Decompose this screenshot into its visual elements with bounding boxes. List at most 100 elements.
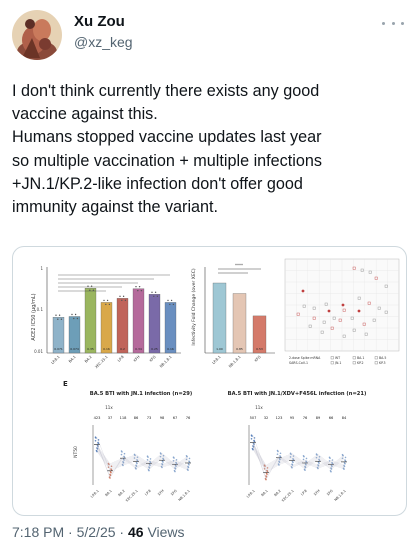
nt50-value: 89 [316, 416, 321, 420]
tweet-line: +JN.1/KP.2-like infection don't offer go… [12, 174, 303, 193]
author-handle[interactable]: @xz_keg [74, 34, 133, 50]
legend-label: WT [335, 356, 340, 360]
nt50-value: 67 [173, 416, 178, 420]
bar-value-label: 0.25 [151, 347, 158, 351]
map-point [372, 318, 376, 322]
nt50-tick-label: NB.1.8.1 [334, 489, 347, 502]
fold-value-label: 1.00 [216, 347, 223, 351]
nt50-dot [175, 459, 178, 461]
map-point [312, 306, 316, 310]
nt50-dot [266, 473, 268, 475]
nt50-tick-label: BA.2 [273, 489, 281, 497]
nt50-trace [252, 445, 345, 470]
nt50-tick-label: BA.2 [117, 489, 125, 497]
bar-dot [74, 313, 77, 316]
bar [116, 298, 129, 354]
fold-change-chart: Infectivity Fold Change (over XEC) 1.00 L… [191, 263, 275, 369]
nt50-dot [344, 462, 346, 465]
ace2-bar-chart: ACE2 IC50 (µg/mL) 1 0.1 0.01 0.071 LP.8.1… [31, 266, 181, 369]
tweet-line: so multiple vaccination + multiple infec… [12, 151, 322, 170]
map-serum-point [357, 309, 361, 313]
map-point [374, 276, 378, 280]
nt50-trace [96, 446, 189, 470]
nt50-dot [331, 459, 334, 461]
nt50-dot [149, 458, 152, 460]
bar-dot [172, 303, 175, 306]
nt50-dot [251, 435, 253, 437]
nt50-dot [188, 463, 190, 466]
fold-tick-label: NB.1.8.1 [228, 355, 242, 369]
map-point [320, 330, 324, 334]
tweet-line: immunity against the variant. [12, 198, 219, 217]
bar-dot [55, 314, 57, 316]
map-point [332, 316, 336, 320]
bar-dot [156, 295, 159, 297]
nt50-dot [148, 469, 150, 472]
nt50-dot [305, 457, 308, 460]
nt50-dot [95, 437, 97, 439]
fold-value-label: 0.53 [256, 347, 263, 351]
bar-dot [119, 295, 121, 298]
nt50-trace [96, 445, 189, 469]
nt50-tick-label: NB.1.8.1 [178, 489, 191, 502]
nt50-trace [252, 443, 345, 468]
nt50-trace [96, 448, 189, 467]
nt50-tick-label: XFG [170, 489, 178, 497]
map-point [364, 332, 368, 336]
nt50-tick-label: XFG [326, 489, 334, 497]
bar-dot [138, 285, 141, 288]
nt50-trace [252, 441, 345, 479]
nt50-right-panel: BA.5 BTI with JN.1/XDV+F456L infection (… [228, 391, 367, 503]
bar [68, 316, 81, 354]
bar-dot [105, 303, 107, 306]
nt50-dot [344, 460, 347, 462]
avatar[interactable] [12, 10, 62, 60]
nt50-dot [97, 442, 100, 445]
nt50-dot [120, 453, 123, 456]
fold-tick-label: XFG [254, 355, 262, 363]
bar-tick-label: LP.8.1 [50, 355, 60, 365]
map-point [384, 310, 388, 314]
bar-tick-label: XFG [149, 355, 157, 363]
nt50-trace [252, 446, 345, 469]
bar-tick-label: NB.1.8.1 [159, 355, 173, 369]
map-legend-title: 2-dose Spike mRNA [289, 356, 321, 360]
nt50-value: 73 [147, 416, 152, 420]
nt50-tick-label: LP.8.1 [246, 489, 256, 499]
nt50-dot [302, 458, 305, 461]
bar-dot [71, 313, 73, 316]
tweet-line: vaccine against this. [12, 105, 158, 124]
meta-separator: · [68, 524, 73, 540]
bar-dot [73, 317, 75, 320]
legend-label: BA.1 [357, 356, 364, 360]
more-options-icon[interactable] [382, 18, 404, 28]
views-label: Views [147, 524, 185, 540]
nt50-value: 66 [329, 416, 334, 420]
tweet-time[interactable]: 7:18 PM [12, 524, 65, 540]
bar-dot [167, 299, 169, 302]
nt50-dot [250, 437, 253, 440]
nt50-dot [136, 462, 138, 465]
nt50-value: 86 [134, 416, 139, 420]
bar-dot [154, 291, 157, 293]
nt50-value: 507 [250, 416, 257, 420]
nt50-dot [344, 456, 347, 459]
map-point [367, 301, 371, 305]
nt50-value: 98 [160, 416, 165, 420]
legend-label: BA.5 [379, 356, 386, 360]
bar-dot [60, 318, 63, 320]
nt50-dot [123, 452, 126, 455]
right-panel-title: BA.5 BTI with JN.1/XDV+F456L infection (… [228, 391, 367, 397]
author-name[interactable]: Xu Zou [74, 13, 125, 30]
nt50-value: 423 [94, 416, 101, 420]
tweet-image[interactable]: ACE2 IC50 (µg/mL) 1 0.1 0.01 0.071 LP.8.1… [12, 246, 407, 516]
nt50-dot [173, 457, 175, 459]
tweet-date[interactable]: 5/2/25 [76, 524, 116, 540]
ace2-ylabel: ACE2 IC50 (µg/mL) [31, 293, 37, 340]
bar-dot [103, 299, 105, 302]
legend-swatch [352, 356, 356, 360]
map-point [302, 304, 306, 308]
nt50-tick-label: XEC.25.1 [281, 489, 295, 503]
nt50-dot [174, 470, 176, 473]
